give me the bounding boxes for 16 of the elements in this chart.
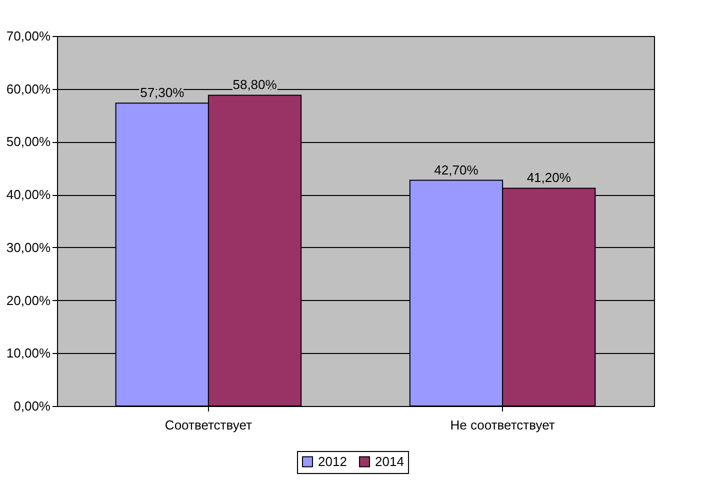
- legend-label: 2012: [318, 454, 347, 469]
- data-label: 42,70%: [434, 162, 479, 178]
- y-tick-label: 20,00%: [6, 292, 51, 308]
- data-label: 58,80%: [232, 77, 278, 92]
- y-tick-label: 30,00%: [6, 240, 51, 255]
- x-tick-label: Соответствует: [164, 418, 252, 432]
- y-tick-label: 60,00%: [6, 81, 51, 96]
- y-tick-label: 50,00%: [6, 134, 51, 150]
- data-label: 41,20%: [526, 170, 572, 186]
- data-label: 57,30%: [140, 85, 185, 100]
- y-tick-label: 70,00%: [6, 28, 51, 44]
- y-tick-label: 0,00%: [14, 398, 51, 414]
- legend-label: 2014: [375, 454, 404, 469]
- x-tick-label: Не соответствует: [450, 418, 555, 432]
- y-tick-label: 40,00%: [6, 187, 51, 202]
- y-tick-label: 10,00%: [6, 346, 51, 361]
